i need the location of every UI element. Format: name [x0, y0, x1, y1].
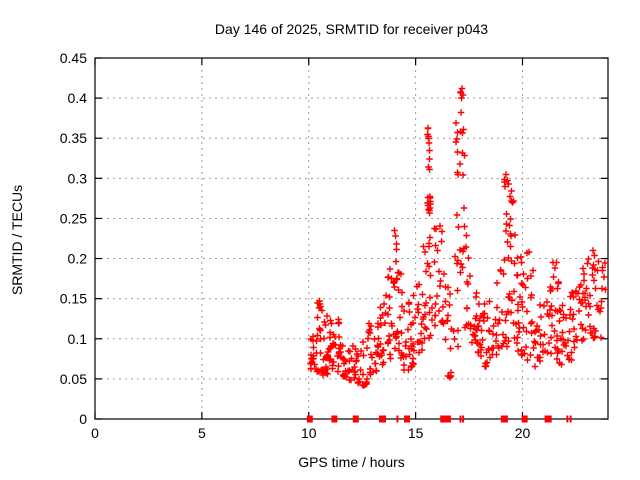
baseline-gap-marker — [352, 415, 359, 423]
chart-title: Day 146 of 2025, SRMTID for receiver p04… — [214, 21, 489, 37]
y-tick-label: 0.35 — [60, 130, 87, 146]
x-tick-label: 20 — [515, 425, 531, 441]
baseline-gap-marker — [440, 415, 451, 423]
baseline-gap-marker — [544, 415, 552, 423]
y-tick-label: 0.4 — [68, 90, 88, 106]
y-tick-label: 0.05 — [60, 371, 87, 387]
baseline-gap-marker — [569, 415, 572, 423]
x-axis-label: GPS time / hours — [298, 454, 405, 470]
y-tick-label: 0 — [79, 411, 87, 427]
baseline-gap-marker — [331, 415, 338, 423]
x-tick-label: 15 — [408, 425, 424, 441]
y-tick-label: 0.3 — [68, 170, 88, 186]
baseline-gap-marker — [566, 415, 569, 423]
x-tick-label: 10 — [301, 425, 317, 441]
y-tick-label: 0.1 — [68, 331, 88, 347]
x-tick-label: 0 — [91, 425, 99, 441]
baseline-gap-marker — [462, 415, 465, 423]
baseline-gap-marker — [521, 415, 528, 423]
y-tick-label: 0.2 — [68, 251, 88, 267]
baseline-gap-marker — [500, 415, 508, 423]
x-tick-label: 5 — [198, 425, 206, 441]
baseline-gap-marker — [378, 415, 387, 423]
scatter-points — [307, 85, 609, 389]
y-axis-label: SRMTID / TECUs — [9, 184, 25, 296]
plot-border — [94, 57, 609, 420]
baseline-gap-marker — [396, 415, 399, 423]
baseline-gap-marker — [459, 415, 462, 423]
y-tick-label: 0.15 — [60, 291, 87, 307]
y-tick-label: 0.25 — [60, 210, 87, 226]
baseline-gap-marker — [404, 415, 411, 423]
y-tick-label: 0.45 — [60, 50, 87, 66]
baseline-gap-marker — [306, 415, 313, 423]
